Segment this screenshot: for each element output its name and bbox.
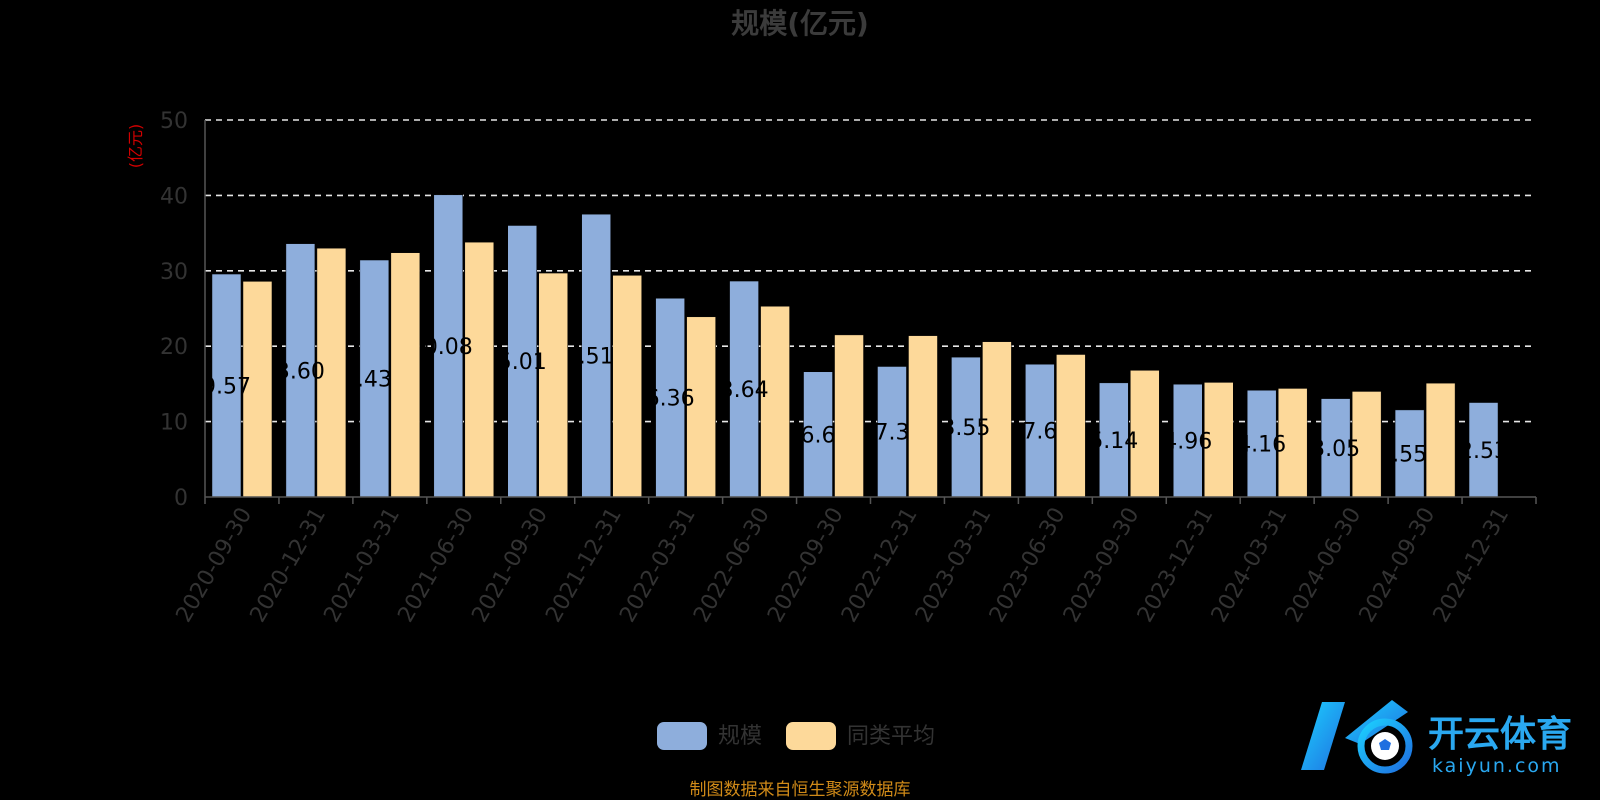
- data-label-scale: 4.16: [1237, 433, 1286, 458]
- y-tick-label: 20: [160, 335, 188, 360]
- y-tick-label: 0: [174, 486, 188, 511]
- x-tick-label: 2021-12-31: [541, 504, 627, 627]
- y-axis-ticks: 0 10 20 30 40 50: [160, 109, 188, 511]
- legend-item-scale[interactable]: 规模: [657, 722, 762, 750]
- data-label-scale: 0.08: [424, 335, 473, 360]
- y-tick-label: 50: [160, 109, 188, 134]
- bar-peer-average[interactable]: [1425, 382, 1456, 498]
- brand-logo: 开云体育 kaiyun.com: [1301, 700, 1572, 777]
- bar-peer-average[interactable]: [982, 341, 1012, 498]
- data-label-scale: 3.05: [1311, 437, 1360, 462]
- bar-peer-average[interactable]: [242, 281, 273, 498]
- x-tick-label: 2024-03-31: [1207, 504, 1293, 627]
- data-label-scale: .55: [1392, 442, 1427, 467]
- bar-scale[interactable]: [951, 356, 981, 498]
- legend: 规模 同类平均: [657, 722, 935, 750]
- x-tick-label: 2023-09-30: [1059, 504, 1145, 627]
- bar-scale[interactable]: [359, 259, 390, 498]
- grid-lines: [205, 119, 1536, 423]
- x-tick-label: 2022-09-30: [763, 504, 849, 627]
- bar-peer-average[interactable]: [1351, 391, 1382, 498]
- logo-domain: kaiyun.com: [1432, 755, 1562, 777]
- data-label-scale: 3.64: [720, 378, 769, 403]
- legend-swatch-scale: [657, 722, 707, 750]
- x-tick-label: 2024-12-31: [1429, 504, 1515, 627]
- data-label-scale: 3.55: [941, 416, 990, 441]
- y-axis-unit: (亿元): [126, 124, 145, 169]
- data-label-scale: 5.14: [1089, 429, 1138, 454]
- x-tick-label: 2020-12-31: [246, 504, 332, 627]
- bar-scale[interactable]: [1320, 398, 1351, 498]
- bar-scale[interactable]: [1173, 383, 1203, 498]
- bar-peer-average[interactable]: [464, 241, 495, 498]
- bar-scale[interactable]: [285, 243, 316, 498]
- x-tick-label: 2023-12-31: [1133, 504, 1219, 627]
- x-tick-label: 2020-09-30: [172, 504, 258, 627]
- x-tick-label: 2022-06-30: [689, 504, 775, 627]
- data-label-scale: .43: [357, 368, 392, 393]
- bar-scale[interactable]: [211, 273, 242, 498]
- x-tick-label: 2021-03-31: [319, 503, 405, 626]
- data-label-scale: 7.6: [1022, 420, 1057, 445]
- y-tick-label: 30: [160, 260, 188, 285]
- data-label-scale: 6.6: [801, 423, 836, 448]
- x-tick-label: 2024-09-30: [1355, 504, 1441, 627]
- data-label-scale: .51: [579, 345, 614, 370]
- bar-scale[interactable]: [877, 366, 907, 498]
- x-tick-label: 2022-03-31: [615, 504, 701, 627]
- bar-peer-average[interactable]: [316, 247, 347, 498]
- bar-peer-average[interactable]: [1204, 382, 1234, 498]
- legend-label-scale: 规模: [718, 724, 762, 749]
- bar-scale[interactable]: [1099, 382, 1129, 498]
- y-tick-label: 40: [160, 184, 188, 209]
- x-tick-label: 2024-06-30: [1281, 504, 1367, 627]
- logo-k-stem-icon: [1301, 702, 1345, 770]
- bar-peer-average[interactable]: [390, 252, 421, 498]
- data-source-note: 制图数据来自恒生聚源数据库: [690, 780, 911, 800]
- legend-item-peer-average[interactable]: 同类平均: [786, 722, 935, 750]
- y-tick-label: 10: [160, 411, 188, 436]
- data-labels: 9.57 3.60 .43 0.08 5.01 .51 6.36 3.64 6.6 7.3 3.55…: [202, 335, 1508, 468]
- bar-peer-average[interactable]: [1130, 370, 1160, 498]
- bar-peer-average[interactable]: [686, 316, 716, 498]
- bar-peer-average[interactable]: [1056, 354, 1086, 498]
- bar-series: [211, 194, 1499, 498]
- data-label-scale: 7.3: [874, 421, 909, 446]
- x-tick-label: 2022-12-31: [837, 503, 923, 626]
- x-tick-label: 2021-06-30: [393, 504, 479, 627]
- bar-peer-average[interactable]: [834, 334, 864, 498]
- data-label-scale: 4.96: [1163, 430, 1212, 455]
- data-label-scale: 6.36: [646, 387, 695, 412]
- logo-ring-icon: [1357, 718, 1413, 774]
- legend-label-peer-average: 同类平均: [847, 724, 935, 749]
- bar-scale[interactable]: [1246, 389, 1277, 498]
- legend-swatch-peer-average: [786, 722, 836, 750]
- logo-name: 开云体育: [1428, 714, 1572, 755]
- bar-peer-average[interactable]: [612, 275, 642, 498]
- bar-scale[interactable]: [1468, 402, 1499, 498]
- bar-scale[interactable]: [507, 225, 537, 498]
- data-label-scale: 5.01: [498, 350, 547, 375]
- bar-peer-average[interactable]: [908, 335, 938, 498]
- x-tick-label: 2023-06-30: [985, 504, 1071, 627]
- data-label-scale: 2.53: [1459, 439, 1508, 464]
- data-label-scale: 9.57: [202, 375, 251, 400]
- data-label-scale: 3.60: [276, 359, 325, 384]
- x-tick-label: 2021-09-30: [467, 504, 553, 627]
- bar-scale[interactable]: [581, 213, 611, 498]
- bar-scale[interactable]: [433, 194, 464, 498]
- bar-scale[interactable]: [655, 297, 685, 498]
- chart-title: 规模(亿元): [731, 7, 869, 40]
- bar-peer-average[interactable]: [538, 272, 568, 498]
- bar-peer-average[interactable]: [760, 305, 790, 498]
- x-tick-label: 2023-03-31: [911, 504, 997, 627]
- bar-peer-average[interactable]: [1277, 388, 1308, 498]
